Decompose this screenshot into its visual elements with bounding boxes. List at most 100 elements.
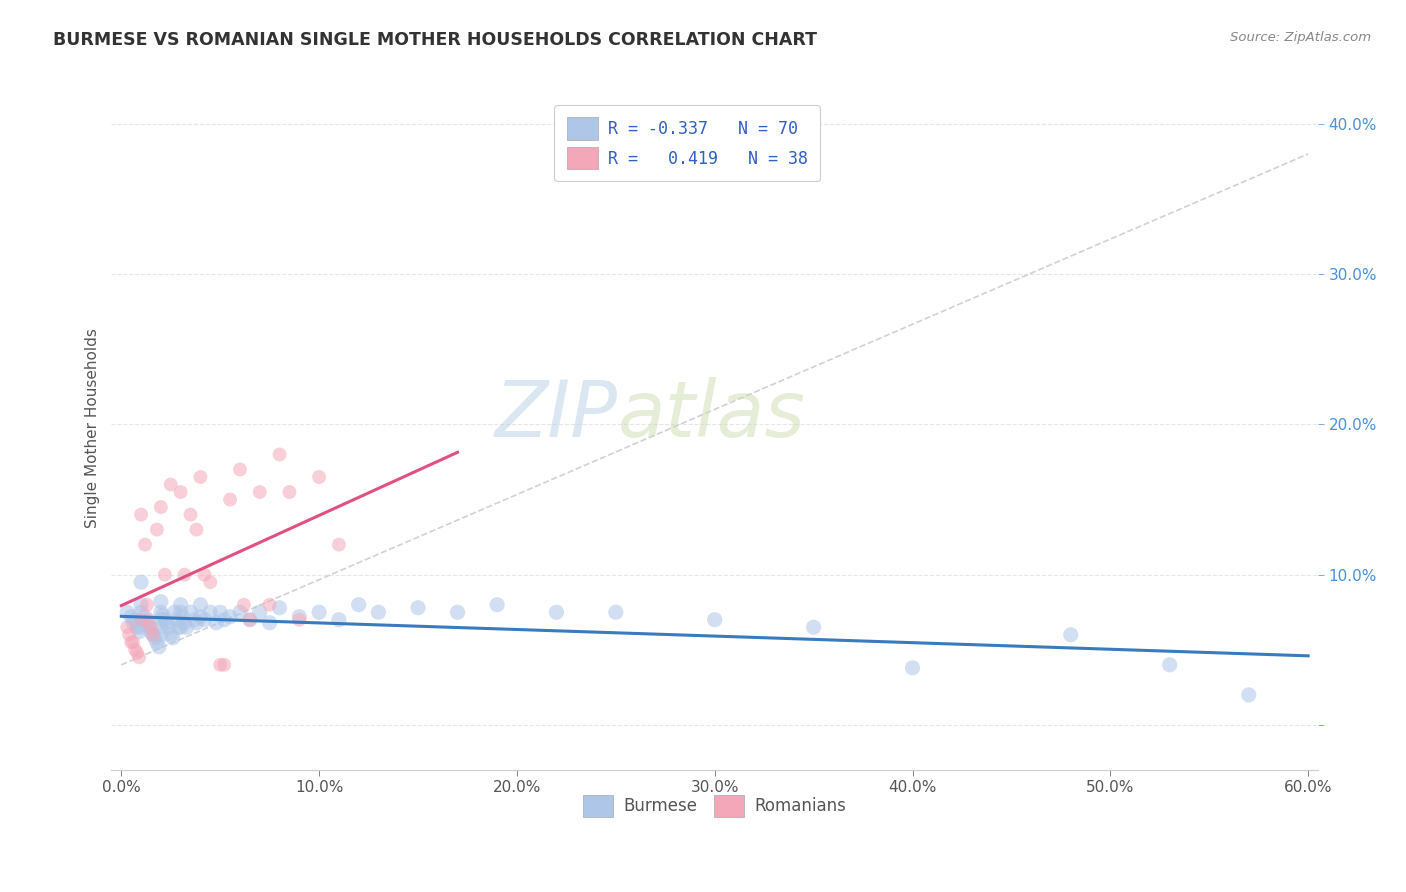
Point (269, 447, 291, 461)
Point (1060, 628, 1083, 642)
Point (157, 620, 180, 634)
Point (173, 567, 195, 582)
Point (149, 628, 172, 642)
Point (146, 635, 169, 649)
Point (239, 613, 262, 627)
Point (120, 609, 142, 624)
Point (1159, 657, 1181, 672)
Point (129, 605, 152, 619)
Point (159, 628, 181, 642)
Point (901, 661, 924, 675)
Point (288, 609, 311, 624)
Y-axis label: Single Mother Households: Single Mother Households (86, 328, 100, 528)
Point (149, 620, 172, 634)
Point (219, 492, 242, 507)
Point (153, 567, 176, 582)
Point (134, 538, 156, 552)
Point (163, 605, 186, 619)
Point (120, 635, 142, 649)
Text: atlas: atlas (619, 376, 806, 452)
Point (190, 598, 212, 612)
Point (190, 609, 212, 624)
Text: Source: ZipAtlas.com: Source: ZipAtlas.com (1230, 31, 1371, 45)
Point (129, 613, 152, 627)
Point (328, 538, 350, 552)
Point (143, 631, 166, 645)
Point (308, 470, 330, 484)
Point (193, 613, 215, 627)
Point (152, 608, 174, 623)
Point (328, 613, 350, 627)
Point (269, 600, 291, 615)
Point (167, 620, 190, 634)
Point (249, 485, 271, 500)
Point (128, 624, 150, 639)
Point (169, 620, 191, 634)
Point (180, 605, 202, 619)
Point (446, 605, 468, 619)
Point (142, 628, 165, 642)
Point (186, 523, 208, 537)
Point (128, 650, 150, 665)
Point (169, 598, 191, 612)
Point (212, 613, 235, 627)
Point (1237, 688, 1260, 702)
Point (278, 485, 301, 500)
Point (486, 598, 509, 612)
Point (124, 642, 146, 657)
Point (209, 605, 232, 619)
Point (367, 605, 389, 619)
Point (115, 620, 138, 634)
Point (200, 605, 222, 619)
Point (149, 500, 172, 514)
Point (159, 477, 181, 491)
Point (142, 628, 165, 642)
Text: BURMESE VS ROMANIAN SINGLE MOTHER HOUSEHOLDS CORRELATION CHART: BURMESE VS ROMANIAN SINGLE MOTHER HOUSEH… (53, 31, 817, 49)
Point (149, 613, 172, 627)
Point (127, 620, 149, 634)
Point (138, 620, 160, 634)
Point (127, 646, 149, 660)
Point (406, 600, 429, 615)
Point (166, 613, 188, 627)
Point (212, 657, 235, 672)
Point (134, 609, 156, 624)
Point (124, 613, 146, 627)
Point (703, 613, 725, 627)
Point (148, 640, 170, 654)
Point (232, 598, 254, 612)
Point (288, 613, 311, 627)
Point (176, 620, 198, 634)
Point (183, 613, 205, 627)
Point (129, 508, 152, 522)
Point (229, 462, 252, 476)
Point (122, 635, 145, 649)
Point (200, 575, 222, 590)
Point (190, 470, 212, 484)
Point (146, 523, 169, 537)
Point (156, 615, 179, 630)
Point (605, 605, 627, 619)
Point (172, 609, 194, 624)
Point (219, 609, 242, 624)
Point (308, 605, 330, 619)
Point (239, 613, 262, 627)
Point (162, 631, 184, 645)
Point (153, 613, 176, 627)
Point (347, 598, 370, 612)
Point (193, 567, 215, 582)
Point (129, 598, 152, 612)
Point (149, 605, 172, 619)
Point (139, 620, 162, 634)
Point (259, 615, 281, 630)
Point (138, 613, 160, 627)
Point (205, 615, 228, 630)
Point (129, 575, 152, 590)
Point (173, 615, 195, 630)
Point (229, 605, 252, 619)
Point (139, 624, 162, 639)
Point (118, 628, 141, 642)
Legend: Burmese, Romanians: Burmese, Romanians (576, 789, 852, 823)
Point (803, 620, 825, 634)
Point (136, 615, 159, 630)
